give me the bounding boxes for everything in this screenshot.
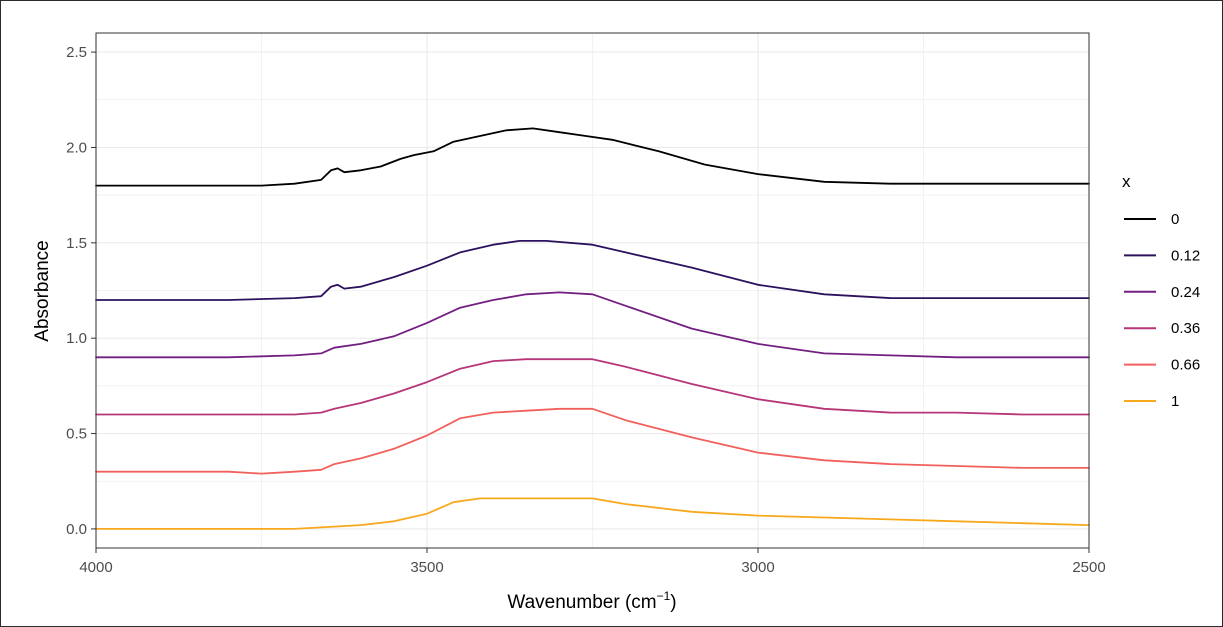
series-line-0-24	[95, 291, 1090, 359]
axis-ticks	[91, 51, 1090, 553]
x-tick-labels: 4000 3500 3000 2500	[79, 559, 1105, 576]
y-tick-label: 2.0	[66, 139, 87, 156]
y-tick-label: 1.0	[66, 330, 87, 347]
x-tick-label: 4000	[79, 559, 112, 576]
series-line-0-12	[95, 240, 1090, 301]
y-tick-labels: 0.0 0.5 1.0 1.5 2.0 2.5	[66, 44, 87, 538]
x-axis-title-close: )	[670, 592, 676, 613]
legend-label: 0.66	[1171, 357, 1200, 374]
y-tick-label: 0.0	[66, 521, 87, 538]
series-lines	[95, 127, 1090, 530]
y-tick-label: 2.5	[66, 44, 87, 61]
legend-label: 0	[1171, 211, 1179, 228]
legend: x 0 0.12 0.24 0.36 0.66 1	[1122, 172, 1200, 410]
y-tick-label: 1.5	[66, 235, 87, 252]
y-tick-label: 0.5	[66, 426, 87, 443]
x-tick-label: 3000	[741, 559, 774, 576]
series-line-0	[95, 127, 1090, 187]
legend-label: 1	[1171, 393, 1179, 410]
x-axis-title-superscript: −1	[657, 589, 671, 603]
plot-panel-border	[95, 32, 1090, 549]
legend-label: 0.12	[1171, 247, 1200, 264]
legend-title: x	[1122, 172, 1131, 191]
y-axis-title: Absorbance	[32, 240, 53, 341]
x-tick-label: 3500	[410, 559, 443, 576]
series-line-1	[95, 497, 1090, 530]
legend-label: 0.36	[1171, 320, 1200, 337]
series-line-0-36	[95, 358, 1090, 416]
legend-label: 0.24	[1171, 284, 1200, 301]
x-tick-label: 2500	[1072, 559, 1105, 576]
x-axis-title-main: Wavenumber (cm	[507, 592, 656, 613]
series-line-0-66	[95, 407, 1090, 475]
x-axis-title: Wavenumber (cm−1)	[507, 589, 676, 613]
